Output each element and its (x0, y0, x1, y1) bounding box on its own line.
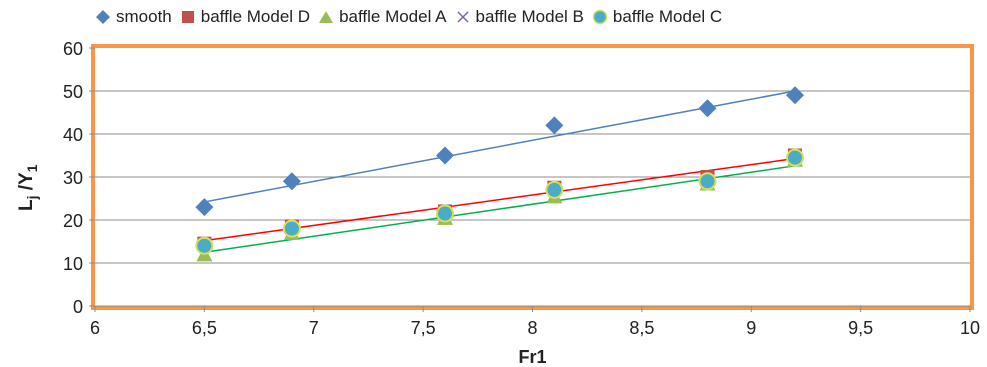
y-tick-label: 40 (63, 125, 83, 145)
legend-item: baffle Model A (318, 7, 447, 27)
triangle-marker-icon (319, 11, 334, 23)
data-point-diamond (195, 198, 214, 217)
legend-item: baffle Model B (455, 7, 584, 27)
x-tick-label: 8,5 (629, 318, 654, 338)
circle-marker-icon (592, 9, 608, 25)
y-tick-label: 10 (63, 254, 83, 274)
legend-item: baffle Model D (180, 7, 310, 27)
legend-item: baffle Model C (592, 7, 722, 27)
legend-label: baffle Model D (200, 7, 311, 26)
data-point-circle (786, 148, 804, 167)
data-point-diamond (545, 116, 564, 135)
data-point-circle (195, 236, 214, 255)
legend: smooth baffle Model D baffle Model A baffle… (95, 3, 730, 31)
data-point-diamond (436, 146, 454, 165)
x-tick-label: 10 (960, 318, 980, 338)
x-tick-label: 7 (309, 318, 319, 338)
x-marker-icon (456, 11, 469, 23)
x-axis-label: Fr1 (518, 347, 546, 367)
diamond-marker-icon (96, 10, 110, 24)
data-point-circle (698, 172, 717, 191)
y-tick-label: 50 (63, 82, 83, 102)
y-tick-label: 60 (63, 39, 83, 59)
data-point-diamond (282, 172, 301, 191)
y-tick-label: 20 (63, 211, 83, 231)
x-tick-label: 9,5 (848, 318, 873, 338)
y-axis-label: Lj /Y1 (16, 164, 40, 211)
trendline (204, 157, 796, 242)
x-tick-label: 6 (90, 318, 100, 338)
trendline (204, 165, 796, 253)
data-point-circle (545, 180, 564, 199)
data-point-circle (282, 219, 301, 238)
legend-label: baffle Model C (612, 7, 723, 26)
y-tick-label: 0 (73, 297, 83, 317)
data-point-diamond (698, 99, 717, 118)
legend-label: baffle Model A (339, 7, 447, 26)
y-tick-label: 30 (63, 168, 83, 188)
legend-item: smooth (95, 7, 172, 27)
x-tick-label: 7,5 (411, 318, 436, 338)
legend-label: smooth (116, 7, 172, 26)
x-tick-label: 8 (527, 318, 537, 338)
data-point-diamond (786, 86, 804, 105)
square-marker-icon (181, 11, 194, 23)
data-point-circle (436, 204, 454, 223)
x-tick-label: 6,5 (192, 318, 217, 338)
legend-label: baffle Model B (475, 7, 584, 26)
trendline (204, 90, 796, 203)
x-tick-label: 9 (746, 318, 756, 338)
